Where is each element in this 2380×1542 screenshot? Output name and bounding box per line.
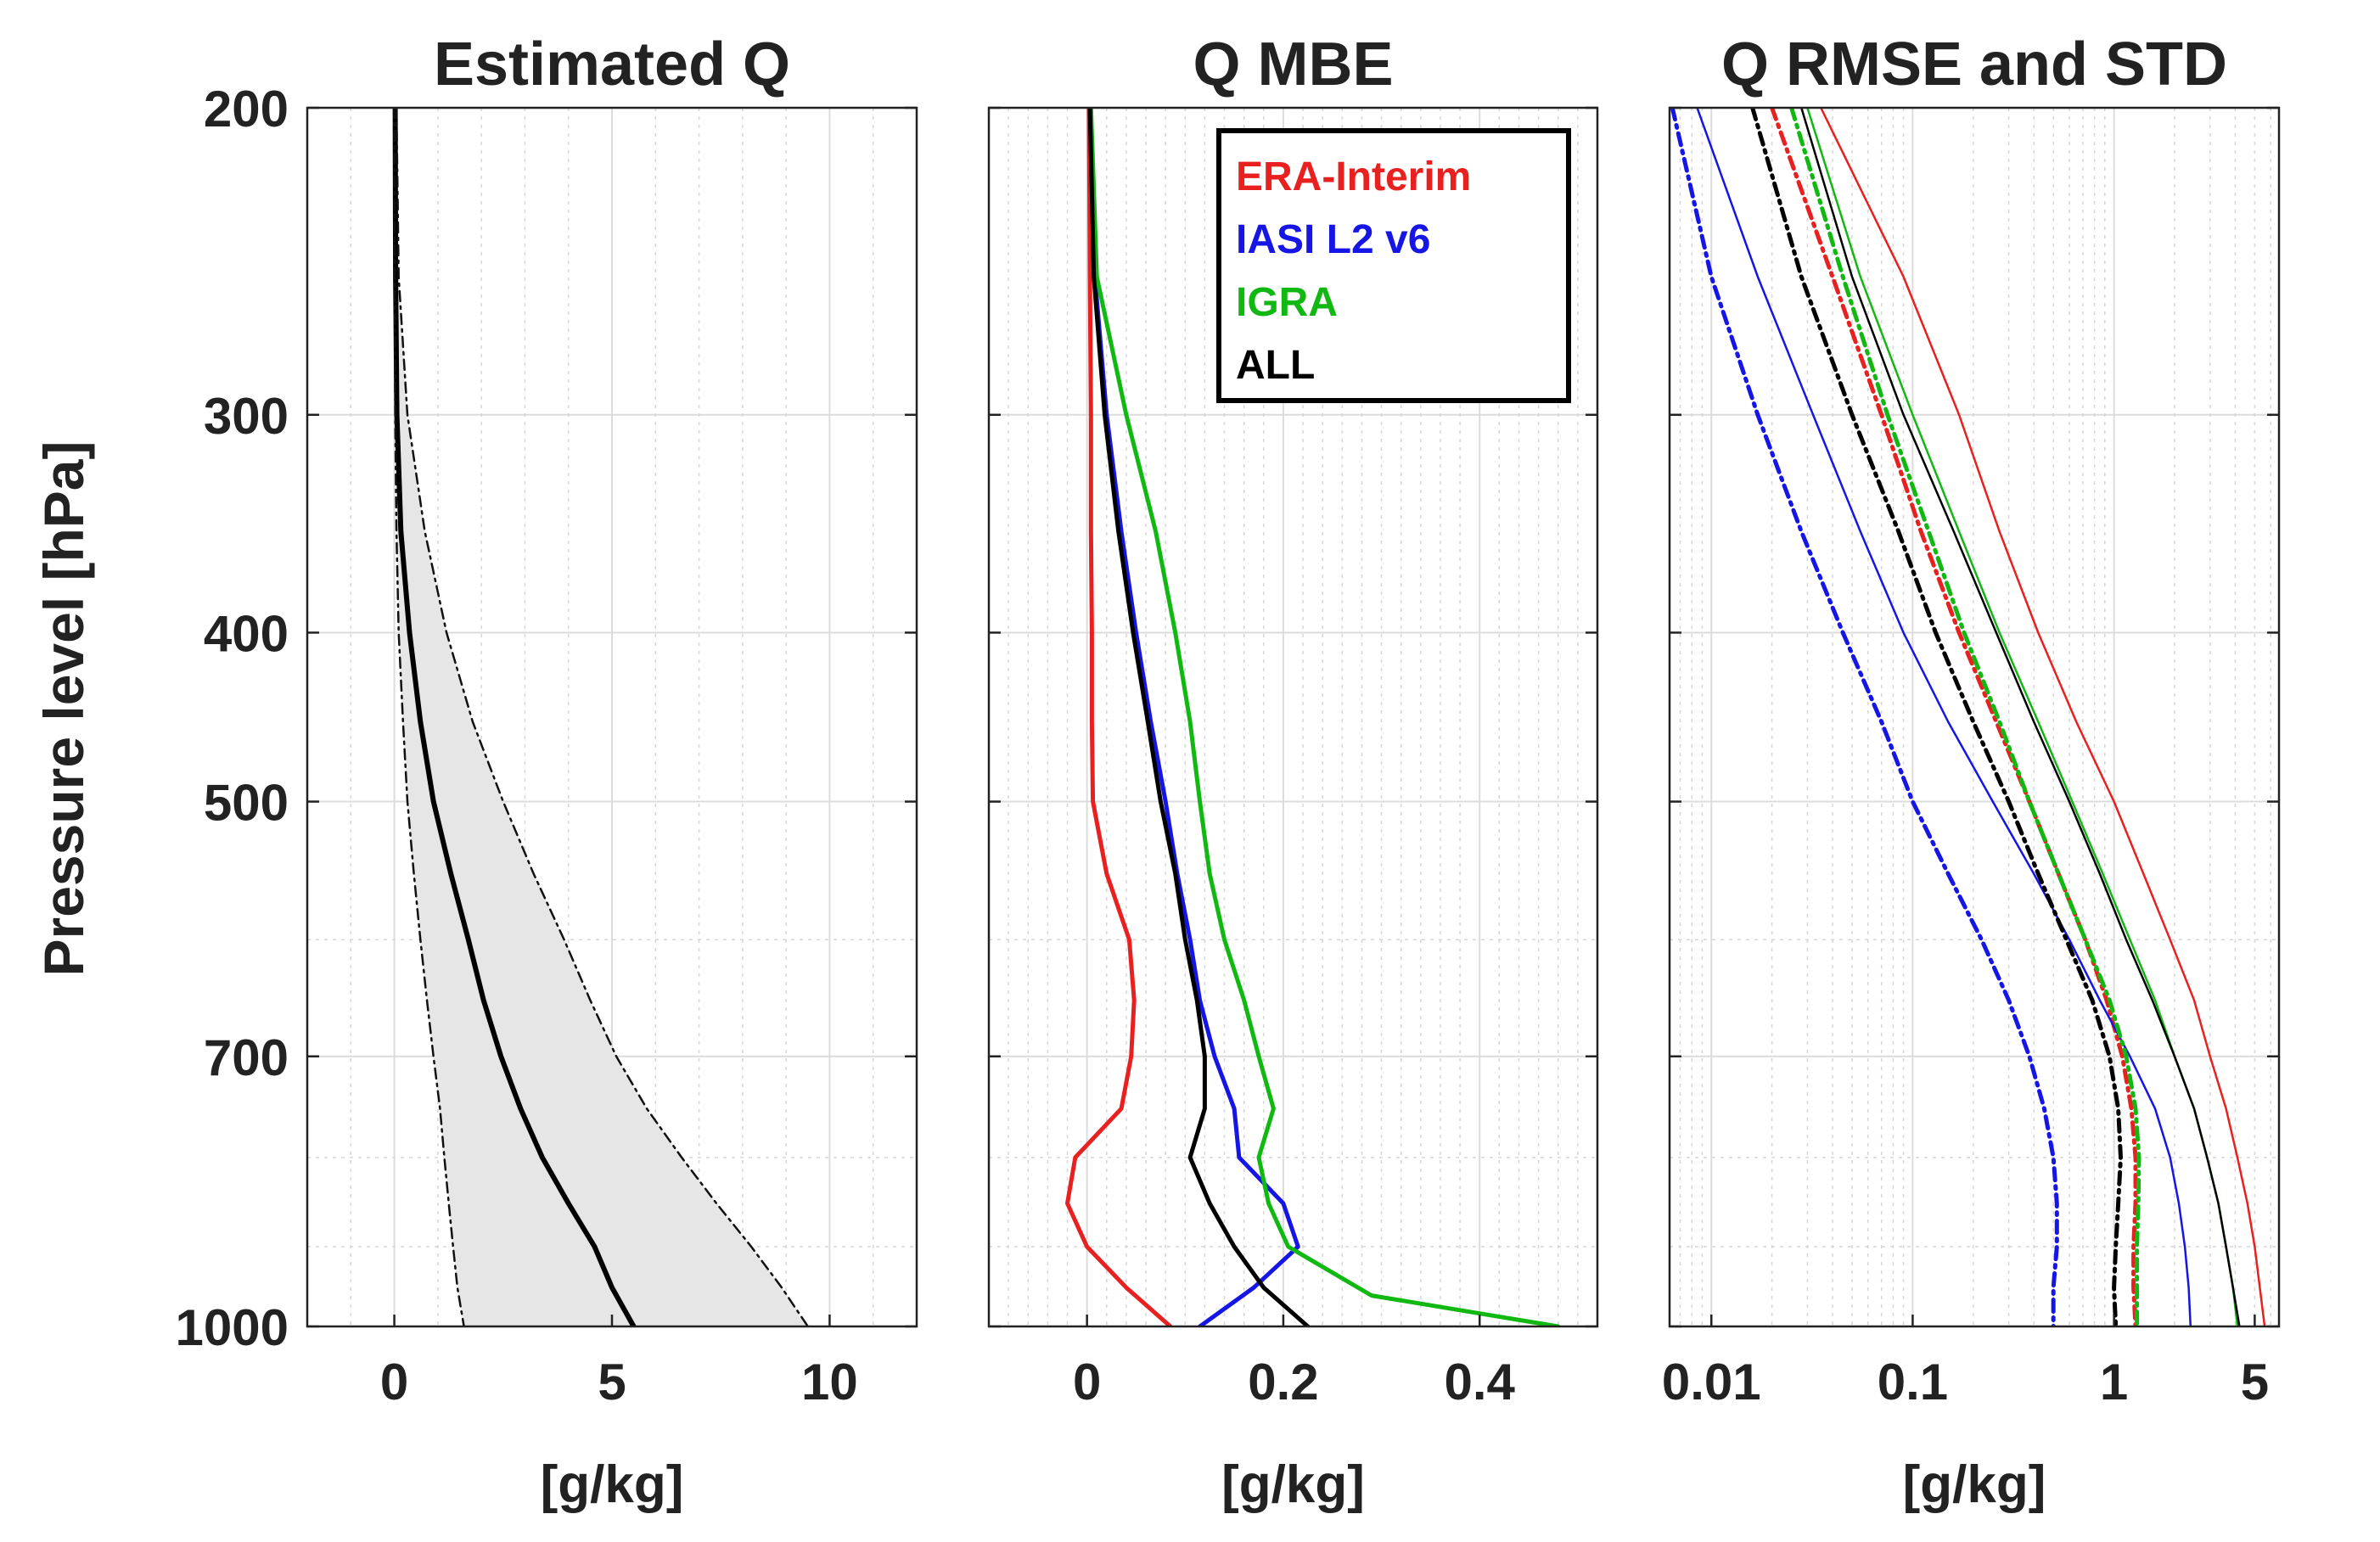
y-tick-label: 200 [204, 81, 289, 137]
panel-title: Q RMSE and STD [1721, 31, 2227, 98]
x-tick-label: 10 [801, 1354, 858, 1410]
x-tick-label: 5 [598, 1354, 626, 1410]
legend-entry-era-interim: ERA-Interim [1236, 154, 1471, 199]
y-tick-label: 500 [204, 775, 289, 832]
panel-q-rmse-and-std: 0.01 0.1 1 5 Q RMSE and STD [g/kg] [1662, 31, 2281, 1514]
spread-band [394, 108, 808, 1326]
grid [1670, 107, 2279, 1327]
x-tick-label: 5 [2241, 1354, 2269, 1410]
series-line-era-interim [1065, 108, 1173, 1326]
panel-title: Estimated Q [434, 31, 790, 98]
legend: ERA-Interim IASI L2 v6 IGRA ALL [1216, 128, 1571, 403]
series-line-igra-rmse [1806, 108, 2239, 1326]
series-group [392, 108, 810, 1326]
x-ticks: 0 0.2 0.4 [1073, 1315, 1516, 1410]
x-tick-label: 0 [1073, 1354, 1101, 1410]
y-ticks [1670, 106, 2279, 1328]
legend-entry-iasi-l2-v6: IASI L2 v6 [1236, 217, 1430, 262]
x-tick-label: 0 [380, 1354, 408, 1410]
series-line-all [1087, 108, 1311, 1326]
series-line-mean [392, 108, 637, 1326]
y-tick-label: 1000 [176, 1299, 289, 1356]
legend-box [1216, 128, 1571, 403]
series-group [1065, 108, 1561, 1326]
series-line-iasi-l2-v6-std [1670, 108, 2059, 1326]
series-line-iasi-l2-v6-rmse [1696, 108, 2192, 1326]
series-line-era-interim-rmse [1820, 108, 2266, 1326]
y-tick-label: 700 [204, 1029, 289, 1086]
panel-q-mbe: 0 0.2 0.4 Q MBE [g/kg] ERA-Interim IASI L2 v6 I… [987, 31, 1599, 1514]
y-ticks: 200 300 400 500 700 1000 [176, 81, 917, 1356]
x-axis-label: [g/kg] [541, 1455, 684, 1514]
y-ticks [989, 106, 1597, 1328]
series-line-iasi-l2-v6 [1087, 108, 1300, 1326]
legend-entry-igra: IGRA [1236, 280, 1338, 325]
series-group [1670, 108, 2266, 1326]
x-tick-label: 0.4 [1445, 1354, 1516, 1410]
x-ticks: 0 5 10 [380, 1315, 858, 1410]
series-line-igra [1088, 108, 1561, 1326]
x-tick-label: 0.2 [1248, 1354, 1318, 1410]
panel-title: Q MBE [1193, 31, 1393, 98]
series-line-lower-bound [393, 108, 465, 1326]
x-tick-label: 0.1 [1878, 1354, 1948, 1410]
x-tick-label: 1 [2100, 1354, 2128, 1410]
axes-frame [1668, 106, 2281, 1328]
series-line-all-rmse [1800, 108, 2241, 1326]
x-tick-label: 0.01 [1662, 1354, 1761, 1410]
y-tick-label: 400 [204, 605, 289, 662]
panel-estimated-q: 200 300 400 500 700 1000 0 5 10 Estimated Q [g/kg] [176, 31, 918, 1514]
y-axis-label: Pressure level [hPa] [32, 441, 95, 977]
x-axis-label: [g/kg] [1903, 1455, 2046, 1514]
y-tick-label: 300 [204, 388, 289, 445]
x-axis-label: [g/kg] [1221, 1455, 1365, 1514]
x-ticks: 0.01 0.1 1 5 [1662, 1315, 2269, 1410]
series-line-era-interim-std [1770, 108, 2138, 1326]
series-line-upper-bound [395, 108, 810, 1326]
axes-frame [987, 106, 1599, 1328]
series-line-all-std [1750, 108, 2123, 1326]
legend-entry-all: ALL [1236, 343, 1315, 388]
series-line-igra-std [1789, 108, 2141, 1326]
